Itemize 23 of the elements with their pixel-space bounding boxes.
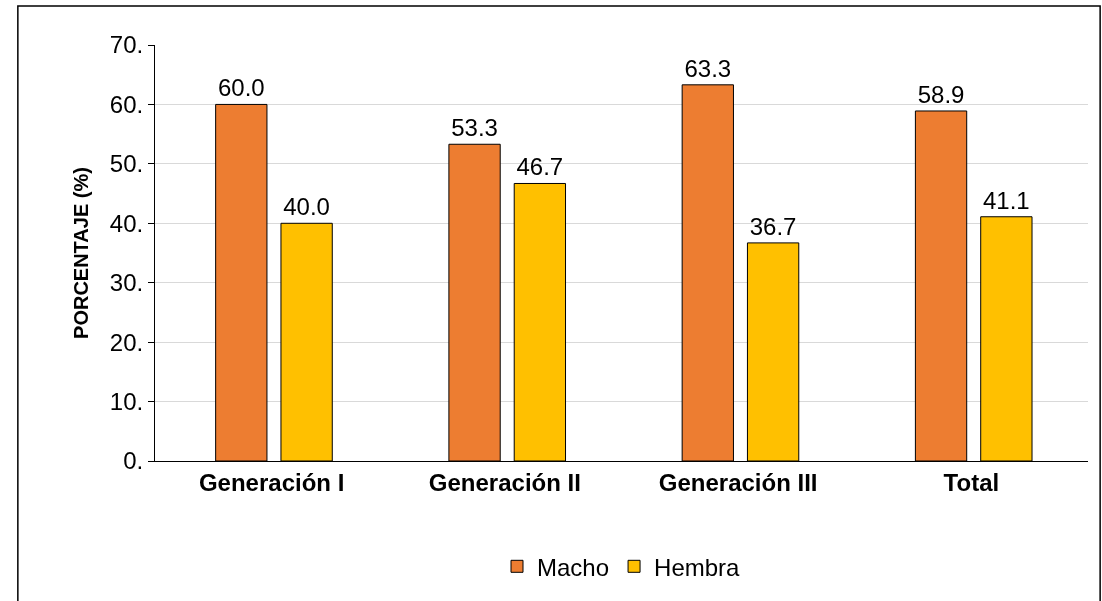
legend-label: Hembra: [654, 553, 741, 581]
data-label: 46.7: [516, 153, 564, 181]
data-label: 40.0: [283, 193, 330, 221]
data-label: 36.7: [749, 212, 797, 240]
y-tick-label: 20.: [109, 328, 144, 356]
data-label: 53.3: [451, 114, 498, 142]
data-label: 60.0: [217, 74, 265, 102]
y-tick-label: 30.: [109, 269, 144, 297]
y-tick-label: 60.: [109, 90, 144, 118]
y-tick-label: 70.: [109, 31, 144, 59]
y-tick-label: 50.: [109, 150, 144, 178]
x-tick-label: Generación I: [198, 468, 345, 496]
y-tick-label: 0.: [123, 447, 144, 475]
y-axis-title: PORCENTAJE (%): [70, 167, 93, 339]
y-tick-label: 40.: [109, 209, 144, 237]
x-tick-label: Generación II: [428, 468, 581, 496]
x-tick-label: Total: [943, 468, 1000, 496]
data-label: 63.3: [684, 54, 732, 82]
data-label: 58.9: [917, 80, 965, 108]
data-label: 41.1: [983, 186, 1030, 214]
x-tick-label: Generación III: [658, 468, 818, 496]
legend-label: Macho: [537, 553, 610, 581]
y-tick-label: 10.: [109, 387, 144, 415]
